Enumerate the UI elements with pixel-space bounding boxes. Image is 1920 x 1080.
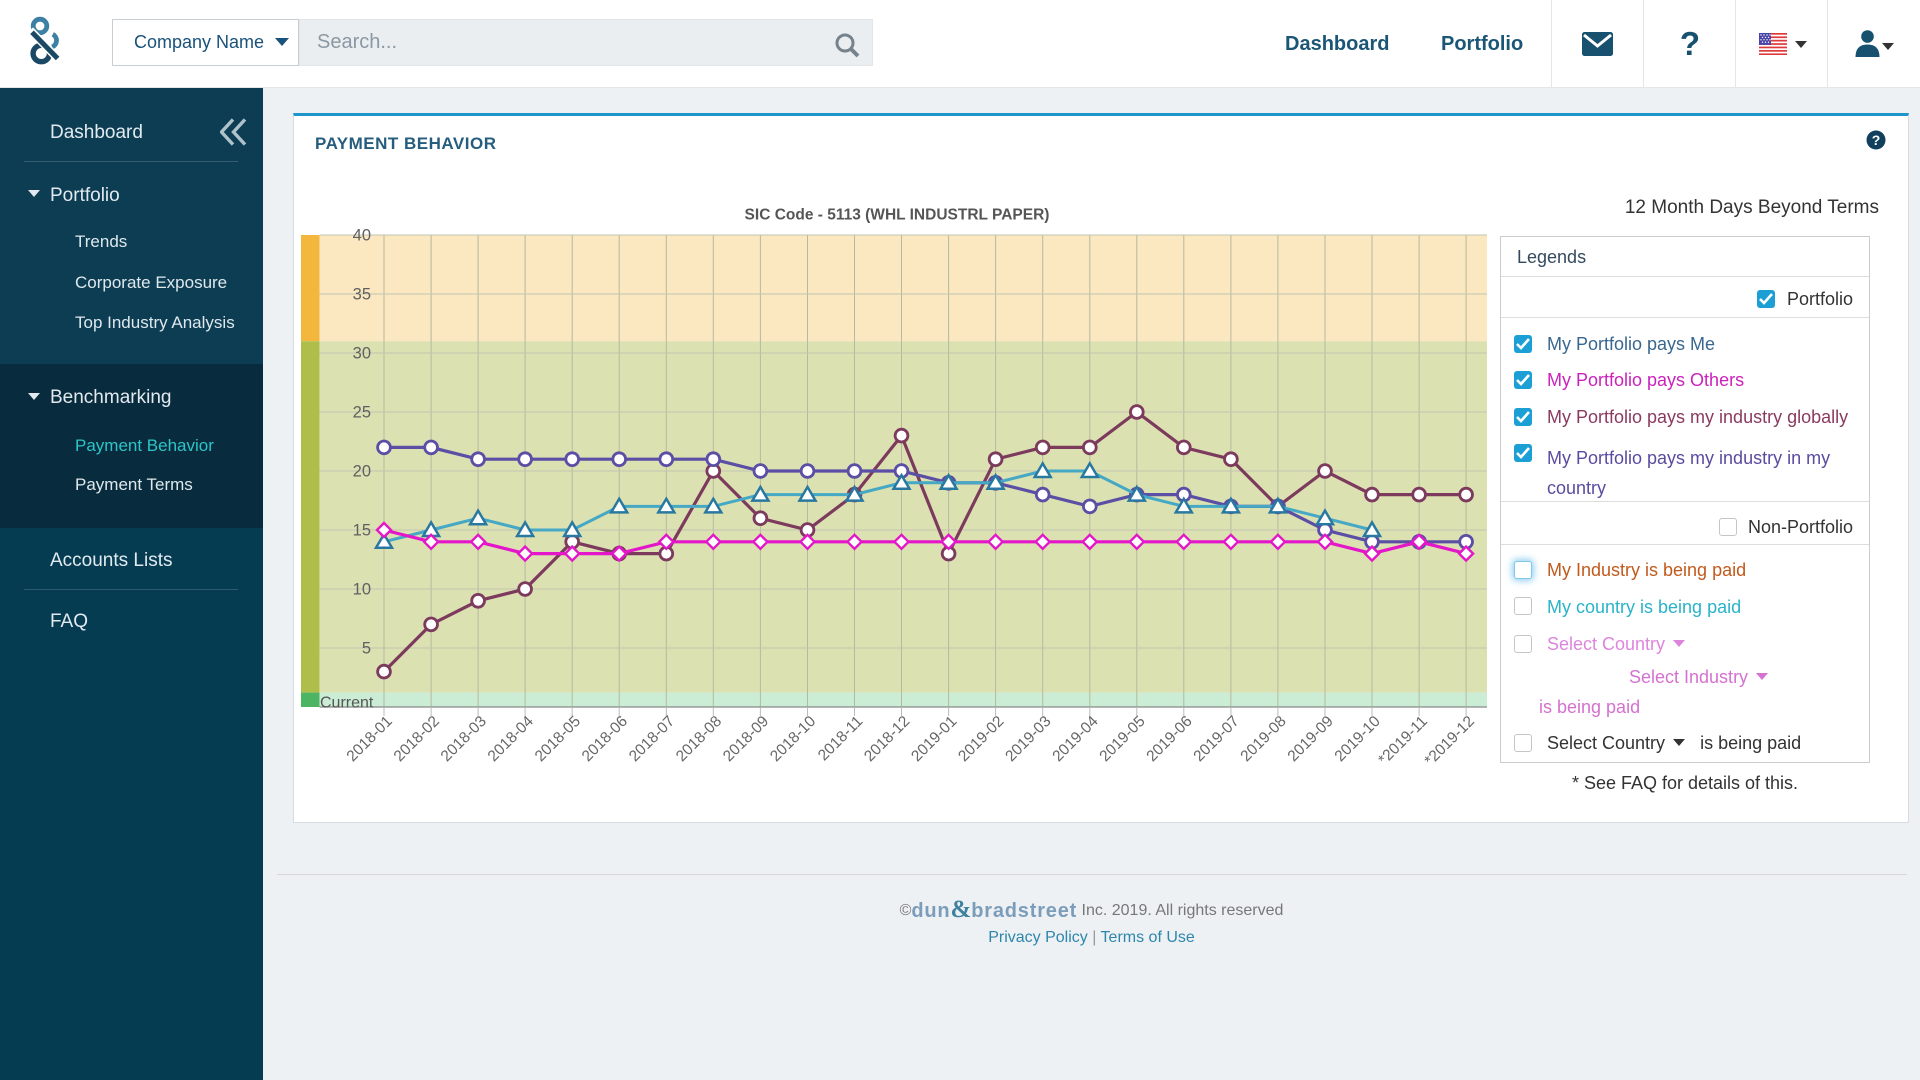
svg-text:2019-07: 2019-07 — [1190, 713, 1242, 765]
svg-text:2018-02: 2018-02 — [391, 713, 443, 765]
svg-text:2019-04: 2019-04 — [1049, 713, 1102, 766]
svg-text:2018-04: 2018-04 — [485, 713, 538, 766]
svg-text:2019-01: 2019-01 — [908, 713, 960, 765]
svg-text:*2019-11: *2019-11 — [1375, 713, 1431, 769]
svg-text:?: ? — [1872, 132, 1881, 148]
svg-text:2019-05: 2019-05 — [1096, 713, 1148, 765]
svg-text:2018-08: 2018-08 — [673, 713, 725, 765]
svg-text:2018-06: 2018-06 — [579, 713, 631, 765]
svg-text:2019-09: 2019-09 — [1285, 713, 1337, 765]
svg-text:15: 15 — [353, 522, 371, 540]
svg-text:*2019-12: *2019-12 — [1421, 713, 1478, 770]
svg-text:25: 25 — [353, 404, 371, 422]
svg-text:2018-05: 2018-05 — [532, 713, 584, 765]
svg-text:2019-06: 2019-06 — [1143, 713, 1195, 765]
svg-text:2018-12: 2018-12 — [861, 713, 913, 765]
svg-text:20: 20 — [353, 463, 371, 481]
svg-text:2018-10: 2018-10 — [767, 713, 820, 766]
svg-text:Current: Current — [320, 695, 374, 712]
svg-text:2019-08: 2019-08 — [1237, 713, 1289, 765]
svg-text:2019-03: 2019-03 — [1002, 713, 1054, 765]
svg-text:2018-11: 2018-11 — [815, 713, 866, 764]
svg-text:5: 5 — [362, 640, 371, 658]
svg-text:40: 40 — [353, 227, 371, 245]
svg-text:2018-07: 2018-07 — [626, 713, 678, 765]
svg-text:30: 30 — [353, 345, 371, 363]
svg-text:2019-02: 2019-02 — [955, 713, 1007, 765]
svg-text:SIC Code - 5113 (WHL INDUSTRL: SIC Code - 5113 (WHL INDUSTRL PAPER) — [745, 207, 1050, 224]
svg-text:2018-01: 2018-01 — [344, 713, 396, 765]
svg-text:10: 10 — [353, 581, 371, 599]
svg-text:2018-03: 2018-03 — [438, 713, 490, 765]
svg-text:2018-09: 2018-09 — [720, 713, 772, 765]
svg-text:35: 35 — [353, 286, 371, 304]
